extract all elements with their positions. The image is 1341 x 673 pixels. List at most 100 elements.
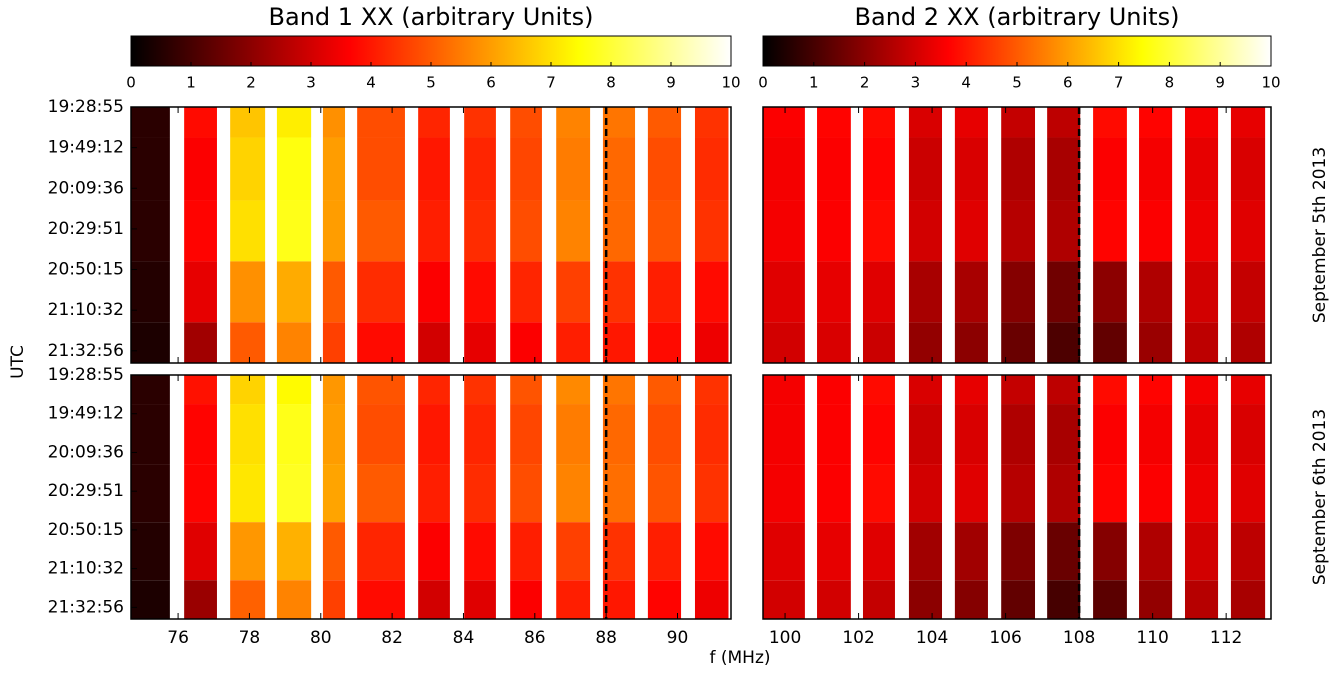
heat-cell: [602, 522, 636, 581]
heat-cell: [1139, 261, 1173, 323]
heat-cell: [184, 322, 217, 363]
heat-cell: [1230, 580, 1266, 619]
heat-cell: [357, 322, 405, 363]
heat-cell: [184, 375, 217, 405]
heat-cell: [1230, 107, 1266, 138]
heat-cell: [276, 200, 312, 262]
heat-cell: [647, 522, 682, 581]
heat-cell: [230, 580, 266, 619]
colorbar-tick-label: 1: [186, 74, 196, 92]
colorbar-tick-label: 10: [721, 74, 740, 92]
heat-cell: [954, 261, 988, 323]
heat-cell: [357, 522, 405, 581]
heat-cell: [230, 137, 266, 201]
heat-cell: [862, 522, 895, 581]
heat-cell: [1001, 107, 1036, 138]
heat-cell: [464, 580, 496, 619]
x-tick-label: 104: [916, 628, 948, 648]
x-tick-label: 80: [310, 628, 332, 648]
heat-cell: [230, 404, 266, 465]
x-tick-label: 108: [1063, 628, 1095, 648]
heat-cell: [1184, 322, 1219, 363]
heat-cell: [322, 464, 346, 523]
heat-cell: [954, 200, 988, 262]
heat-cell: [1093, 261, 1127, 323]
heat-cell: [322, 404, 346, 465]
heat-cell: [1001, 580, 1036, 619]
heat-cell: [131, 580, 170, 619]
colorbar-tick-label: 8: [606, 74, 616, 92]
heat-cell: [510, 375, 542, 405]
heat-cell: [418, 322, 450, 363]
heat-cell: [276, 261, 312, 323]
heat-cell: [817, 404, 851, 465]
heat-cell: [1230, 200, 1266, 262]
heat-cell: [556, 375, 591, 405]
colorbar-tick-label: 8: [1165, 74, 1175, 92]
heat-cell: [954, 107, 988, 138]
heat-cell: [1001, 522, 1036, 581]
heat-cell: [510, 137, 542, 201]
heat-cell: [1001, 261, 1036, 323]
heat-cell: [1001, 200, 1036, 262]
heat-cell: [322, 107, 346, 138]
heat-cell: [510, 464, 542, 523]
heat-cell: [184, 522, 217, 581]
y-tick-label: 20:50:15: [48, 260, 124, 280]
heat-cell: [694, 404, 729, 465]
heat-cell: [1001, 375, 1036, 405]
y-tick-label: 21:10:32: [48, 559, 124, 579]
heat-cell: [1093, 137, 1127, 201]
colorbar-tick-label: 0: [126, 74, 136, 92]
x-tick-label: 106: [989, 628, 1021, 648]
heat-cell: [1139, 137, 1173, 201]
heat-cell: [647, 200, 682, 262]
heat-cell: [817, 200, 851, 262]
x-tick-label: 82: [381, 628, 403, 648]
heat-cell: [322, 375, 346, 405]
heat-cell: [131, 464, 170, 523]
heat-cell: [276, 137, 312, 201]
heat-cell: [510, 580, 542, 619]
heat-cell: [862, 375, 895, 405]
heat-cell: [908, 261, 943, 323]
heat-cell: [763, 580, 805, 619]
heat-cell: [418, 464, 450, 523]
heat-cell: [184, 107, 217, 138]
heat-cell: [908, 404, 943, 465]
heat-cell: [647, 107, 682, 138]
heat-cell: [1139, 200, 1173, 262]
heat-cell: [908, 107, 943, 138]
heat-cell: [418, 522, 450, 581]
colorbar-tick-label: 7: [1114, 74, 1124, 92]
heat-cell: [862, 107, 895, 138]
colorbar-tick-label: 2: [860, 74, 870, 92]
heat-cell: [322, 522, 346, 581]
heat-cell: [131, 522, 170, 581]
heat-cell: [230, 522, 266, 581]
x-tick-label: 102: [842, 628, 874, 648]
heat-cell: [230, 200, 266, 262]
heat-cell: [763, 137, 805, 201]
colorbar-tick-label: 5: [426, 74, 436, 92]
chart-title: Band 1 XX (arbitrary Units): [269, 3, 594, 31]
heat-cell: [357, 137, 405, 201]
heat-cell: [276, 375, 312, 405]
heat-cell: [464, 404, 496, 465]
heat-cell: [602, 322, 636, 363]
heat-cell: [694, 375, 729, 405]
heat-cell: [647, 404, 682, 465]
heat-cell: [602, 261, 636, 323]
heat-cell: [817, 522, 851, 581]
y-tick-label: 21:32:56: [48, 341, 124, 361]
heat-cell: [694, 137, 729, 201]
y-tick-label: 20:29:51: [48, 481, 124, 501]
heat-cell: [276, 404, 312, 465]
x-tick-label: 84: [453, 628, 475, 648]
y-tick-label: 19:28:55: [48, 97, 124, 117]
heat-cell: [763, 375, 805, 405]
heat-cell: [230, 107, 266, 138]
colorbar-tick-label: 2: [246, 74, 256, 92]
y-tick-label: 19:49:12: [48, 404, 124, 424]
heat-cell: [1093, 464, 1127, 523]
